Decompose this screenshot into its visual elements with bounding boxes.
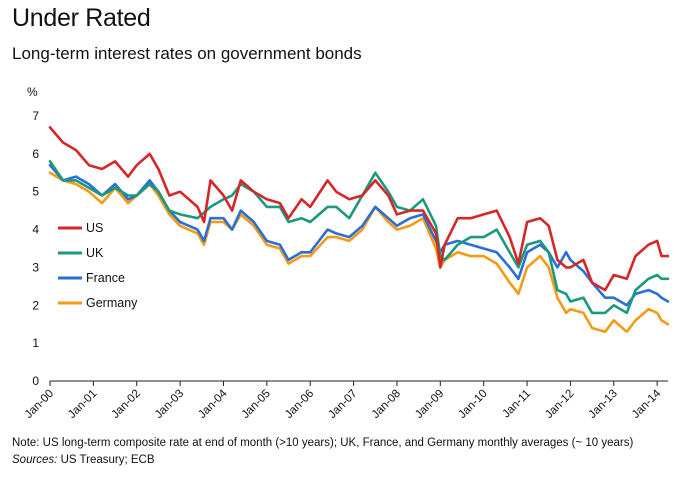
y-axis-unit-label: % (27, 85, 38, 99)
legend-label-us: US (86, 221, 103, 235)
x-tick-label: Jan-07 (326, 388, 359, 421)
chart-subtitle: Long-term interest rates on government b… (12, 44, 362, 63)
x-tick-label: Jan-13 (587, 388, 620, 421)
x-tick-label: Jan-08 (370, 388, 403, 421)
sources-line: Sources: US Treasury; ECB (12, 454, 155, 466)
chart-title: Under Rated (12, 4, 151, 32)
y-tick-label: 7 (32, 109, 39, 123)
y-tick-label: 4 (32, 223, 39, 237)
x-tick-label: Jan-01 (66, 388, 99, 421)
y-tick-label: 0 (32, 374, 39, 388)
series-line-us (48, 126, 670, 292)
legend-label-uk: UK (86, 246, 104, 260)
y-tick-label: 2 (32, 298, 39, 312)
x-tick-label: Jan-12 (543, 388, 576, 421)
x-tick-label: Jan-09 (413, 388, 446, 421)
y-tick-label: 6 (32, 147, 39, 161)
y-tick-label: 1 (32, 336, 39, 350)
x-tick-label: Jan-00 (23, 388, 56, 421)
y-tick-label: 3 (32, 260, 39, 274)
x-tick-label: Jan-06 (283, 388, 316, 421)
sources-text: US Treasury; ECB (57, 454, 155, 466)
footnote: Note: US long-term composite rate at end… (12, 437, 634, 449)
x-tick-label: Jan-04 (196, 387, 230, 421)
x-tick-label: Jan-10 (456, 388, 489, 421)
sources-label: Sources: (12, 454, 58, 466)
x-tick-label: Jan-05 (240, 388, 273, 421)
x-tick-label: Jan-11 (500, 388, 533, 421)
x-tick-label: Jan-14 (630, 387, 664, 421)
x-tick-label: Jan-02 (110, 388, 143, 421)
legend-label-germany: Germany (86, 296, 138, 310)
series-line-uk (48, 160, 670, 315)
legend-label-france: France (86, 271, 125, 285)
series-line-france (48, 163, 670, 307)
x-tick-label: Jan-03 (153, 388, 186, 421)
y-tick-label: 5 (32, 185, 39, 199)
series-line-germany (48, 171, 670, 334)
